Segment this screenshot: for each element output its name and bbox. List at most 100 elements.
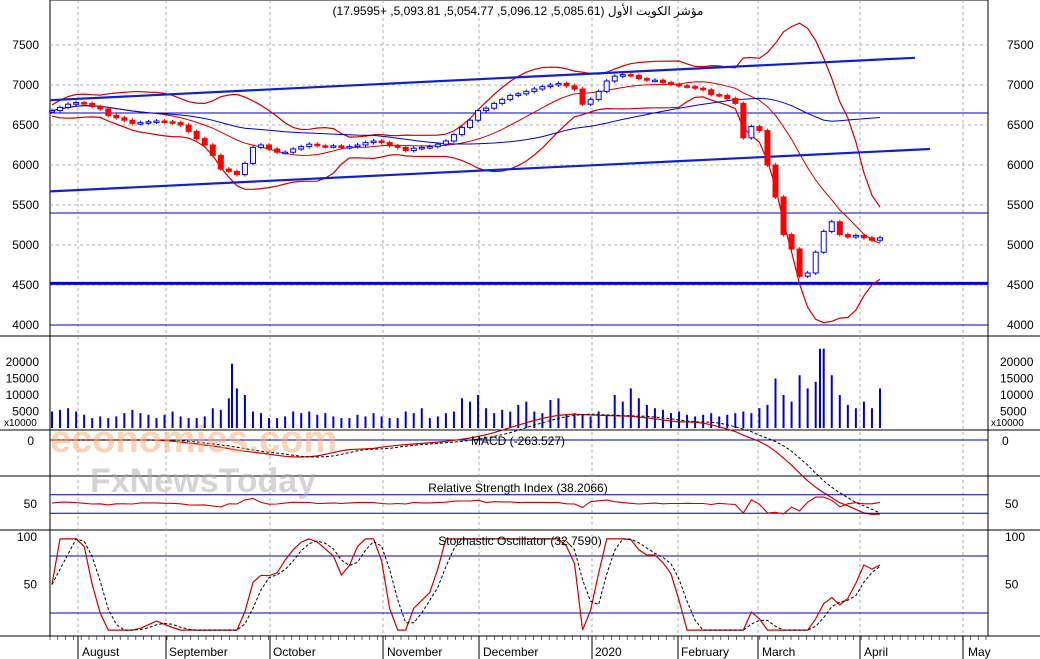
candle-body — [193, 130, 200, 140]
candle-body — [209, 144, 216, 156]
candle-body — [740, 102, 747, 139]
candle-body — [635, 74, 642, 80]
price-tick-label-right: 5000 — [1007, 238, 1034, 252]
candle-body — [185, 124, 192, 132]
rsi-line — [51, 496, 881, 515]
candle-body — [587, 98, 594, 105]
price-tick-label-left: 7500 — [12, 38, 39, 52]
candle-body — [338, 145, 345, 148]
price-tick-label-left: 6000 — [12, 158, 39, 172]
candle-body — [81, 102, 88, 105]
candle-body — [306, 143, 313, 148]
candle-body — [322, 145, 329, 148]
candle-body — [450, 134, 457, 142]
candle-body — [386, 142, 393, 147]
candle-body — [467, 119, 474, 128]
candle-body — [764, 130, 771, 166]
candle-body — [659, 79, 666, 84]
candle-body — [89, 102, 96, 108]
volume-tick-label-right: 15000 — [1000, 372, 1034, 386]
candle-body — [217, 154, 224, 170]
candle-body — [491, 102, 498, 109]
price-tick-label-left: 7000 — [12, 78, 39, 92]
candle-body — [434, 143, 441, 148]
price-tick-label-right: 7000 — [1007, 78, 1034, 92]
candle-body — [772, 164, 779, 198]
candle-body — [619, 74, 626, 77]
candle-body — [458, 126, 465, 136]
price-tick-label-left: 6500 — [12, 118, 39, 132]
candle-body — [531, 88, 538, 92]
candle-body — [483, 107, 490, 112]
candle-body — [418, 146, 425, 150]
stochastic-tick-left: 50 — [24, 578, 38, 592]
price-tick-label-right: 6500 — [1007, 118, 1034, 132]
candle-body — [137, 122, 144, 125]
candle-body — [611, 75, 618, 82]
candle-body — [804, 272, 811, 277]
candle-body — [499, 98, 506, 104]
candle-body — [113, 114, 120, 119]
candle-body — [378, 140, 385, 144]
candle-body — [860, 234, 867, 239]
macd-signal-line — [52, 413, 881, 514]
candle-body — [225, 168, 232, 172]
month-label: December — [483, 645, 538, 659]
month-label: May — [968, 645, 991, 659]
volume-unit-label-right: x10000 — [991, 418, 1024, 429]
candle-body — [724, 94, 731, 100]
candle-body — [314, 143, 321, 147]
candle-body — [442, 140, 449, 145]
candle-body — [274, 148, 281, 153]
candle-body — [177, 122, 184, 126]
price-tick-label-left: 5000 — [12, 238, 39, 252]
month-label: September — [169, 645, 228, 659]
candle-body — [161, 120, 168, 123]
candle-body — [563, 82, 570, 87]
volume-tick-label-left: 20000 — [6, 355, 40, 369]
candle-body — [748, 126, 755, 139]
candle-body — [65, 103, 72, 108]
candle-body — [475, 110, 482, 121]
price-tick-label-right: 7500 — [1007, 38, 1034, 52]
candle-body — [643, 78, 650, 81]
chart-title: مؤشر الكويت الأول (5,085.61, 5,096.12, 5… — [333, 3, 704, 19]
candle-body — [266, 144, 273, 150]
candle-body — [362, 142, 369, 146]
candle-body — [330, 145, 337, 148]
volume-tick-label-right: 10000 — [1000, 388, 1034, 402]
candle-body — [241, 162, 248, 176]
candle-body — [571, 85, 578, 90]
price-tick-label-left: 4000 — [12, 318, 39, 332]
candle-body — [523, 90, 530, 95]
rsi-tick-left: 50 — [24, 497, 38, 511]
stochastic-d-line — [51, 538, 881, 631]
stochastic-k-line — [51, 538, 881, 631]
candle-body — [249, 146, 256, 164]
lower-trend-line — [49, 147, 931, 193]
price-tick-label-right: 4500 — [1007, 278, 1034, 292]
macd-tick-right: 0 — [1002, 434, 1009, 448]
candle-body — [73, 102, 80, 105]
price-tick-label-left: 5500 — [12, 198, 39, 212]
candle-body — [233, 170, 240, 176]
candle-body — [57, 106, 64, 112]
candle-body — [868, 237, 875, 241]
candle-body — [145, 121, 152, 124]
candle-body — [555, 82, 562, 86]
candle-body — [298, 146, 305, 150]
candle-body — [595, 90, 602, 100]
watermark-logo-text: economies.com — [50, 419, 337, 461]
candle-body — [667, 82, 674, 85]
candle-body — [394, 145, 401, 148]
rsi-label: Relative Strength Index (38.2066) — [428, 481, 607, 495]
long-moving-average — [51, 97, 881, 145]
candle-body — [828, 221, 835, 232]
stochastic-label: Stochastic Oscillator (32.7590) — [438, 534, 601, 548]
candle-body — [169, 121, 176, 124]
volume-tick-label-left: 15000 — [6, 372, 40, 386]
month-label: October — [273, 645, 316, 659]
middle-band — [51, 81, 881, 244]
candle-body — [402, 146, 409, 152]
